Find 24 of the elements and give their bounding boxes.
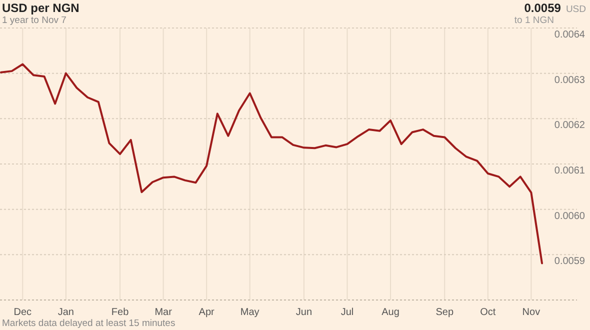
text: to 1 NGN (514, 15, 554, 26)
x-tick-label: Sep (436, 307, 454, 318)
y-tick-label: 0.0062 (554, 120, 586, 132)
x-tick-label: Dec (14, 307, 32, 318)
y-tick-label: 0.0060 (554, 210, 586, 222)
x-tick-label: Mar (154, 307, 173, 318)
y-tick-label: 0.0059 (554, 256, 586, 268)
x-tick-label: Nov (522, 307, 540, 318)
x-tick-label: Aug (382, 307, 400, 318)
y-tick-label: 0.0061 (554, 166, 586, 176)
x-tick-label: May (240, 307, 260, 318)
x-tick-label: Jul (340, 307, 354, 318)
x-tick-label: Jun (296, 307, 312, 318)
x-tick-label: Jan (58, 307, 74, 318)
chart-subtitle: 1 year to Nov 7 (2, 15, 66, 26)
text: USD (566, 4, 586, 15)
text: Markets data delayed at least 15 minutes (2, 318, 176, 329)
y-tick-label: 0.0063 (554, 74, 586, 86)
chart-title: USD per NGN (2, 1, 80, 15)
y-tick-label: 0.0064 (554, 30, 586, 40)
x-tick-label: Apr (198, 307, 216, 318)
x-tick-label: Feb (111, 307, 130, 318)
x-tick-label: Oct (480, 307, 496, 318)
text: 0.0059 (524, 1, 562, 15)
